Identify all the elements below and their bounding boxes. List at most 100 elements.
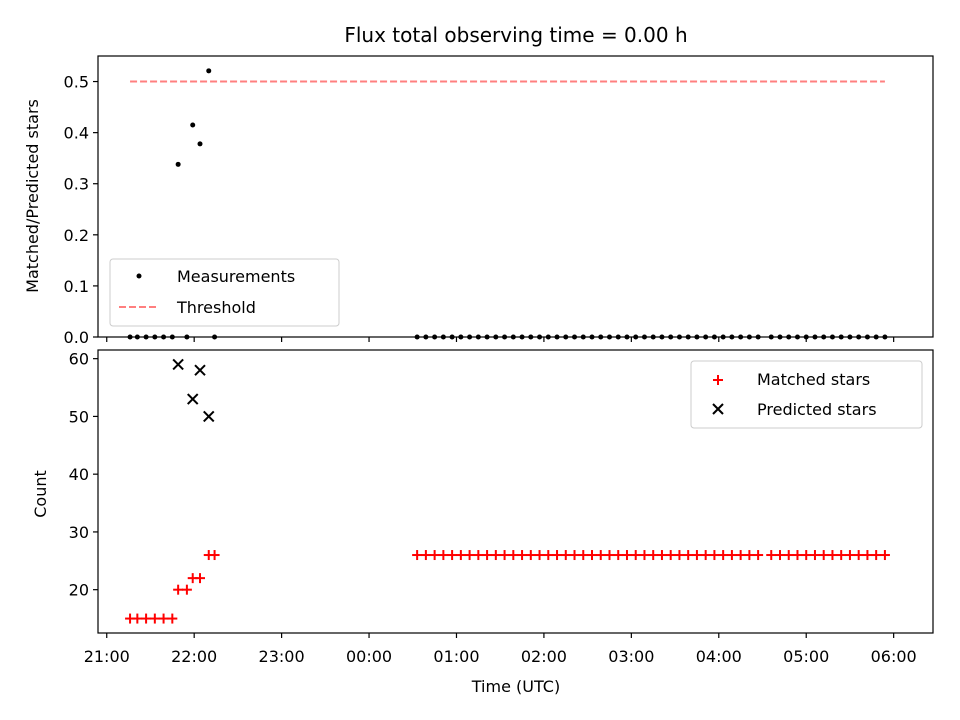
matched-star-point: [744, 550, 755, 561]
measurement-point: [589, 334, 595, 340]
measurement-point: [694, 334, 700, 340]
matched-star-point: [774, 550, 785, 561]
top-y-tick-label: 0.0: [64, 328, 89, 347]
bottom-x-axis-label: Time (UTC): [471, 677, 560, 696]
bottom-x-ticks: 21:00 22:00 23:00 00:00 01:00 02:00 03:00 04:00…: [84, 633, 917, 666]
measurement-point: [746, 334, 752, 340]
measurement-point: [197, 141, 203, 147]
measurement-point: [502, 334, 508, 340]
matched-star-point: [656, 550, 667, 561]
matched-star-point: [525, 550, 536, 561]
bottom-x-tick-label: 02:00: [521, 647, 567, 666]
matched-star-point: [149, 613, 160, 624]
matched-star-point: [862, 550, 873, 561]
matched-star-point: [604, 550, 615, 561]
measurement-point: [519, 334, 525, 340]
bottom-legend: Matched stars Predicted stars: [690, 360, 923, 429]
measurement-point: [659, 334, 665, 340]
matched-star-point: [879, 550, 890, 561]
measurement-point: [152, 334, 158, 340]
matched-star-point: [613, 550, 624, 561]
matched-star-point: [595, 550, 606, 561]
measurement-point: [720, 334, 726, 340]
matched-star-point: [853, 550, 864, 561]
matched-star-point: [726, 550, 737, 561]
bottom-legend-box: [690, 360, 923, 429]
matched-star-point: [709, 550, 720, 561]
legend-matched-label: Matched stars: [757, 370, 870, 389]
measurement-point: [143, 334, 149, 340]
measurement-point: [184, 334, 190, 340]
measurement-point: [668, 334, 674, 340]
top-series: [127, 68, 888, 340]
top-y-axis-label: Matched/Predicted stars: [23, 99, 42, 293]
matched-star-point: [665, 550, 676, 561]
matched-star-point: [587, 550, 598, 561]
bottom-x-tick-label: 00:00: [346, 647, 392, 666]
measurement-point: [212, 334, 218, 340]
matched-star-point: [167, 613, 178, 624]
measurement-point: [821, 334, 827, 340]
measurement-point: [414, 334, 420, 340]
matched-star-point: [648, 550, 659, 561]
measurement-point: [528, 334, 534, 340]
measurement-point: [440, 334, 446, 340]
measurement-point: [545, 334, 551, 340]
matched-star-point: [543, 550, 554, 561]
measurement-point: [838, 334, 844, 340]
measurement-point: [685, 334, 691, 340]
predicted-star-point: [194, 364, 206, 376]
top-legend: Measurements Threshold: [109, 258, 340, 327]
measurement-point: [873, 334, 879, 340]
bottom-x-tick-label: 03:00: [608, 647, 654, 666]
bottom-y-ticks: 20 30 40 50 60: [69, 350, 98, 600]
matched-star-point: [195, 573, 206, 584]
predicted-star-point: [187, 393, 199, 405]
matched-star-point: [783, 550, 794, 561]
bottom-x-tick-label: 22:00: [171, 647, 217, 666]
measurement-point: [449, 334, 455, 340]
top-y-tick-label: 0.4: [64, 124, 89, 143]
measurement-point: [711, 334, 717, 340]
matched-star-point: [792, 550, 803, 561]
top-y-tick-label: 0.3: [64, 175, 89, 194]
matched-star-point: [639, 550, 650, 561]
measurement-point: [729, 334, 735, 340]
measurement-point: [580, 334, 586, 340]
measurement-point: [768, 334, 774, 340]
bottom-y-tick-label: 30: [69, 523, 89, 542]
matched-star-point: [438, 550, 449, 561]
matched-star-point: [141, 613, 152, 624]
top-legend-box: [109, 258, 340, 327]
measurement-point: [882, 334, 888, 340]
measurement-point: [606, 334, 612, 340]
measurement-point: [493, 334, 499, 340]
matched-star-point: [158, 613, 169, 624]
bottom-x-tick-label: 04:00: [696, 647, 742, 666]
bottom-panel: Count Time (UTC) 20 30 40 50 60 21:00 22:00 23…: [31, 349, 934, 696]
measurement-point: [510, 334, 516, 340]
measurement-point: [738, 334, 744, 340]
chart-title: Flux total observing time = 0.00 h: [344, 23, 687, 47]
matched-star-point: [871, 550, 882, 561]
matched-star-point: [173, 584, 184, 595]
matched-star-point: [691, 550, 702, 561]
measurement-point: [794, 334, 800, 340]
measurement-point: [829, 334, 835, 340]
matched-star-point: [836, 550, 847, 561]
measurement-point: [206, 68, 212, 74]
matched-star-point: [517, 550, 528, 561]
matched-star-point: [420, 550, 431, 561]
measurement-point: [169, 334, 175, 340]
matched-star-point: [718, 550, 729, 561]
bottom-y-tick-label: 60: [69, 350, 89, 369]
measurement-point: [537, 334, 543, 340]
matched-star-point: [827, 550, 838, 561]
matched-star-point: [132, 613, 143, 624]
measurement-point: [777, 334, 783, 340]
matched-star-point: [534, 550, 545, 561]
measurement-point: [423, 334, 429, 340]
matched-star-point: [735, 550, 746, 561]
matched-star-point: [809, 550, 820, 561]
